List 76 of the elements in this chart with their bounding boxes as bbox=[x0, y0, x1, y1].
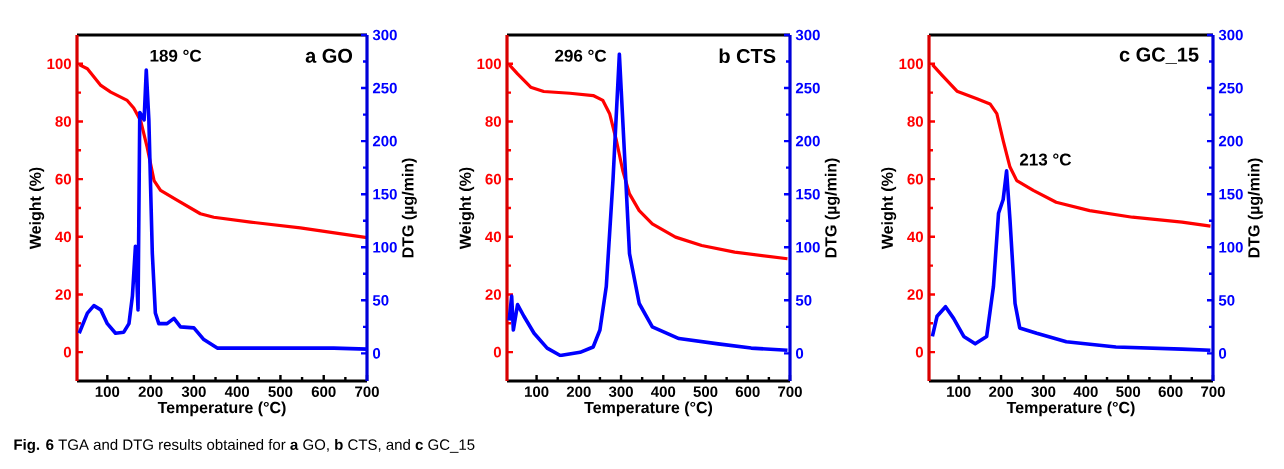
y-tick-label: 100 bbox=[47, 58, 71, 70]
x-axis-title: Temperature (°C) bbox=[1006, 401, 1135, 417]
y2-tick-label: 200 bbox=[372, 135, 397, 147]
y-axis-title: Weight (%) bbox=[459, 167, 475, 250]
y2-tick-label: 100 bbox=[373, 241, 397, 253]
y2-tick-label: 300 bbox=[1218, 29, 1243, 41]
x-tick-label: 700 bbox=[778, 386, 802, 398]
x-tick-label: 300 bbox=[1031, 386, 1056, 398]
y2-tick-label: 0 bbox=[1218, 348, 1227, 359]
y2-tick-label: 100 bbox=[1219, 241, 1243, 253]
y2-tick-label: 0 bbox=[373, 348, 381, 359]
y-axis-title: Weight (%) bbox=[29, 167, 45, 250]
y2-tick-label: 200 bbox=[795, 135, 820, 147]
y2-tick-label: 100 bbox=[796, 241, 820, 253]
x-tick-label: 500 bbox=[1116, 386, 1141, 398]
x-tick-label: 600 bbox=[311, 386, 336, 398]
y2-tick-label: 150 bbox=[1219, 188, 1243, 200]
x-tick-label: 600 bbox=[735, 386, 760, 398]
y2-tick-label: 300 bbox=[795, 29, 820, 41]
x-tick-label: 400 bbox=[1073, 386, 1098, 398]
y2-tick-label: 250 bbox=[1218, 82, 1243, 94]
x-tick-label: 100 bbox=[947, 386, 971, 398]
y2-tick-label: 200 bbox=[1218, 135, 1243, 147]
y-tick-label: 20 bbox=[55, 289, 71, 300]
y-tick-label: 60 bbox=[55, 173, 71, 185]
y-tick-label: 100 bbox=[899, 58, 923, 70]
x-tick-label: 500 bbox=[268, 386, 293, 398]
y-tick-label: 60 bbox=[907, 173, 923, 185]
y2-axis-title: DTG (µg/min) bbox=[1247, 158, 1263, 258]
x-axis-title: Temperature (°C) bbox=[157, 401, 286, 417]
x-tick-label: 400 bbox=[650, 386, 676, 398]
y-axis-title: Weight (%) bbox=[881, 167, 897, 250]
text: b CTS bbox=[719, 48, 776, 64]
y2-tick-label: 150 bbox=[796, 188, 820, 200]
y2-tick-label: 0 bbox=[795, 348, 804, 359]
y-tick-label: 0 bbox=[493, 346, 501, 358]
x-tick-label: 400 bbox=[224, 386, 250, 398]
x-tick-label: 300 bbox=[608, 386, 633, 398]
text: a GO bbox=[305, 48, 353, 63]
annotation: 189 °C bbox=[150, 49, 202, 62]
x-tick-label: 700 bbox=[355, 386, 379, 398]
y-tick-label: 20 bbox=[485, 289, 501, 300]
x-tick-label: 200 bbox=[989, 386, 1013, 398]
x-tick-label: 300 bbox=[181, 386, 206, 398]
y-tick-label: 0 bbox=[915, 346, 923, 358]
y-tick-label: 100 bbox=[477, 58, 501, 70]
y2-tick-label: 50 bbox=[372, 295, 389, 306]
y-tick-label: 40 bbox=[55, 231, 71, 243]
annotation: 296 °C bbox=[555, 49, 607, 62]
text: Fig. 6 TGA and DTG results obtained for a GO, b CTS, and c GC_15 bbox=[14, 438, 475, 453]
x-tick-label: 100 bbox=[95, 386, 120, 398]
y-tick-label: 80 bbox=[907, 116, 923, 127]
x-tick-label: 500 bbox=[693, 386, 718, 398]
x-tick-label: 200 bbox=[566, 386, 591, 398]
y2-tick-label: 50 bbox=[795, 295, 812, 306]
y2-tick-label: 250 bbox=[372, 82, 397, 94]
y-tick-label: 40 bbox=[485, 231, 501, 243]
y-tick-label: 60 bbox=[485, 173, 501, 185]
y-tick-label: 20 bbox=[907, 289, 923, 300]
x-tick-label: 200 bbox=[138, 386, 163, 398]
annotation: 213 °C bbox=[1019, 153, 1072, 166]
y2-tick-label: 300 bbox=[372, 29, 397, 41]
text: c GC_15 bbox=[1119, 47, 1199, 64]
y-tick-label: 80 bbox=[485, 116, 501, 127]
y-tick-label: 0 bbox=[63, 346, 71, 358]
y2-tick-label: 150 bbox=[373, 188, 397, 200]
y-tick-label: 80 bbox=[55, 116, 71, 127]
x-tick-label: 100 bbox=[525, 386, 549, 398]
y2-axis-title: DTG (µg/min) bbox=[824, 158, 840, 258]
y2-tick-label: 50 bbox=[1218, 295, 1235, 306]
x-tick-label: 700 bbox=[1201, 386, 1225, 398]
y-tick-label: 40 bbox=[907, 231, 923, 243]
x-tick-label: 600 bbox=[1158, 386, 1183, 398]
y2-tick-label: 250 bbox=[795, 82, 820, 94]
x-axis-title: Temperature (°C) bbox=[584, 401, 713, 417]
y2-axis-title: DTG (µg/min) bbox=[401, 158, 417, 258]
